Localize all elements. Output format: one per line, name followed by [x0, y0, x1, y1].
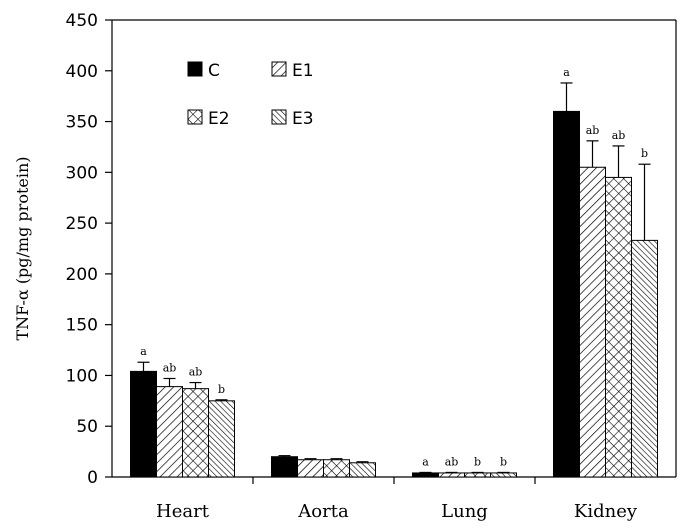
y-axis-title: TNF-α (pg/mg protein)	[13, 156, 32, 340]
significance-label: b	[474, 455, 481, 468]
bar-kidney-c	[553, 110, 580, 478]
legend-label-e1: E1	[292, 61, 314, 81]
legend-swatch-e2	[187, 109, 203, 125]
x-tick-label: Heart	[156, 501, 210, 522]
significance-label: a	[422, 455, 429, 468]
y-tick-label: 300	[66, 163, 98, 183]
legend-swatch-e3	[271, 109, 287, 125]
legend: C E1 E2 E3	[187, 61, 314, 129]
bar-lung-e3	[490, 472, 517, 478]
bar-aorta-c	[271, 456, 298, 478]
bar-heart-e1	[156, 386, 183, 478]
y-tick-label: 0	[87, 468, 98, 488]
x-tick-label: Aorta	[297, 501, 349, 522]
bar-heart-e3	[208, 400, 235, 478]
legend-swatch-c	[187, 61, 203, 77]
bar-heart-c	[130, 370, 157, 478]
bar-aorta-e3	[349, 462, 376, 478]
bar-lung-e1	[438, 472, 465, 478]
y-tick-label: 150	[66, 316, 98, 336]
y-tick-label: 350	[66, 113, 98, 133]
legend-label-c: C	[208, 61, 220, 81]
significance-label: b	[218, 383, 225, 396]
legend-swatch-e1	[271, 61, 287, 77]
x-tick-label: Kidney	[574, 501, 638, 522]
bar-lung-c	[412, 472, 439, 478]
bar-heart-e2	[182, 388, 209, 478]
significance-label: a	[563, 66, 570, 79]
y-tick-label: 200	[66, 265, 98, 285]
y-tick-label: 250	[66, 214, 98, 234]
y-tick-label: 400	[66, 62, 98, 82]
y-tick-label: 100	[66, 366, 98, 386]
legend-label-e3: E3	[292, 109, 314, 129]
y-tick-label: 450	[66, 11, 98, 31]
x-tick-label: Lung	[441, 501, 488, 522]
significance-label: a	[140, 345, 147, 358]
bar-kidney-e3	[631, 239, 658, 478]
bar-kidney-e2	[605, 176, 632, 478]
significance-label: b	[500, 455, 507, 468]
significance-label: b	[641, 147, 648, 160]
bar-aorta-e2	[323, 459, 350, 478]
legend-label-e2: E2	[208, 109, 230, 129]
category-labels: Heart Aorta Lung Kidney	[156, 501, 638, 522]
significance-label: ab	[445, 455, 459, 468]
bar-kidney-e1	[579, 166, 606, 478]
significance-label: ab	[163, 361, 177, 374]
significance-label: ab	[586, 124, 600, 137]
significance-label: ab	[612, 129, 626, 142]
bar-aorta-e1	[297, 459, 324, 478]
y-axis-ticks: 0 50 100 150 200 250 300 350 400 450	[66, 11, 112, 488]
y-tick-label: 50	[76, 417, 98, 437]
significance-label: ab	[189, 366, 203, 379]
bar-lung-e2	[464, 472, 491, 478]
